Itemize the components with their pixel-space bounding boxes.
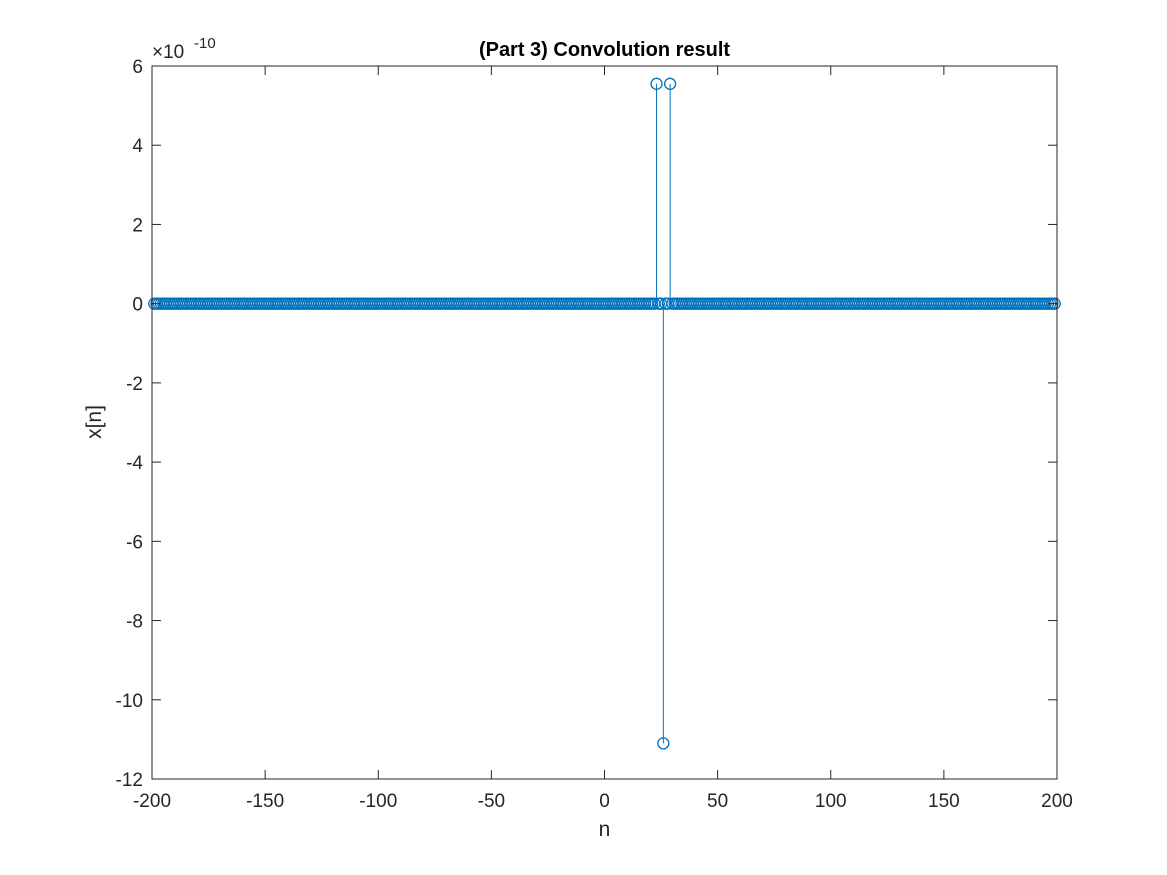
y-tick-label: -4 — [126, 453, 143, 474]
x-tick-label: -200 — [133, 791, 171, 812]
y-tick-label: 4 — [132, 136, 143, 157]
x-tick-label: 200 — [1041, 791, 1073, 812]
y-tick-label: 2 — [132, 215, 143, 236]
x-tick-label: 150 — [928, 791, 960, 812]
stem-marker — [663, 77, 677, 90]
x-tick-label: 100 — [815, 791, 847, 812]
y-tick-label: -2 — [126, 374, 143, 395]
stem-marker — [650, 77, 663, 90]
x-axis-label: n — [599, 818, 611, 841]
y-tick-label: -12 — [116, 770, 143, 791]
y-exponent-base: ×10 — [152, 42, 184, 63]
x-ticks: -200 -150 -100 -50 0 50 100 150 200 — [133, 66, 1073, 812]
stems-layer — [656, 83, 671, 744]
y-exponent-power: -10 — [194, 35, 216, 52]
x-tick-label: -150 — [246, 791, 284, 812]
y-tick-label: -8 — [126, 612, 143, 633]
y-tick-label: -6 — [126, 532, 143, 553]
y-ticks: -12 -10 -8 -6 -4 -2 0 2 4 6 — [116, 57, 1057, 791]
x-tick-label: -100 — [359, 791, 397, 812]
y-axis-label: x[n] — [83, 405, 106, 439]
y-tick-label: 0 — [132, 295, 143, 316]
axes-background — [152, 66, 1057, 779]
x-tick-label: -50 — [478, 791, 505, 812]
x-tick-label: 0 — [599, 791, 610, 812]
y-tick-label: 6 — [132, 57, 143, 78]
chart-title: (Part 3) Convolution result — [479, 39, 730, 61]
stem-marker — [657, 737, 670, 750]
markers-layer — [148, 77, 1061, 750]
x-tick-label: 50 — [707, 791, 728, 812]
y-tick-label: -10 — [116, 691, 143, 712]
